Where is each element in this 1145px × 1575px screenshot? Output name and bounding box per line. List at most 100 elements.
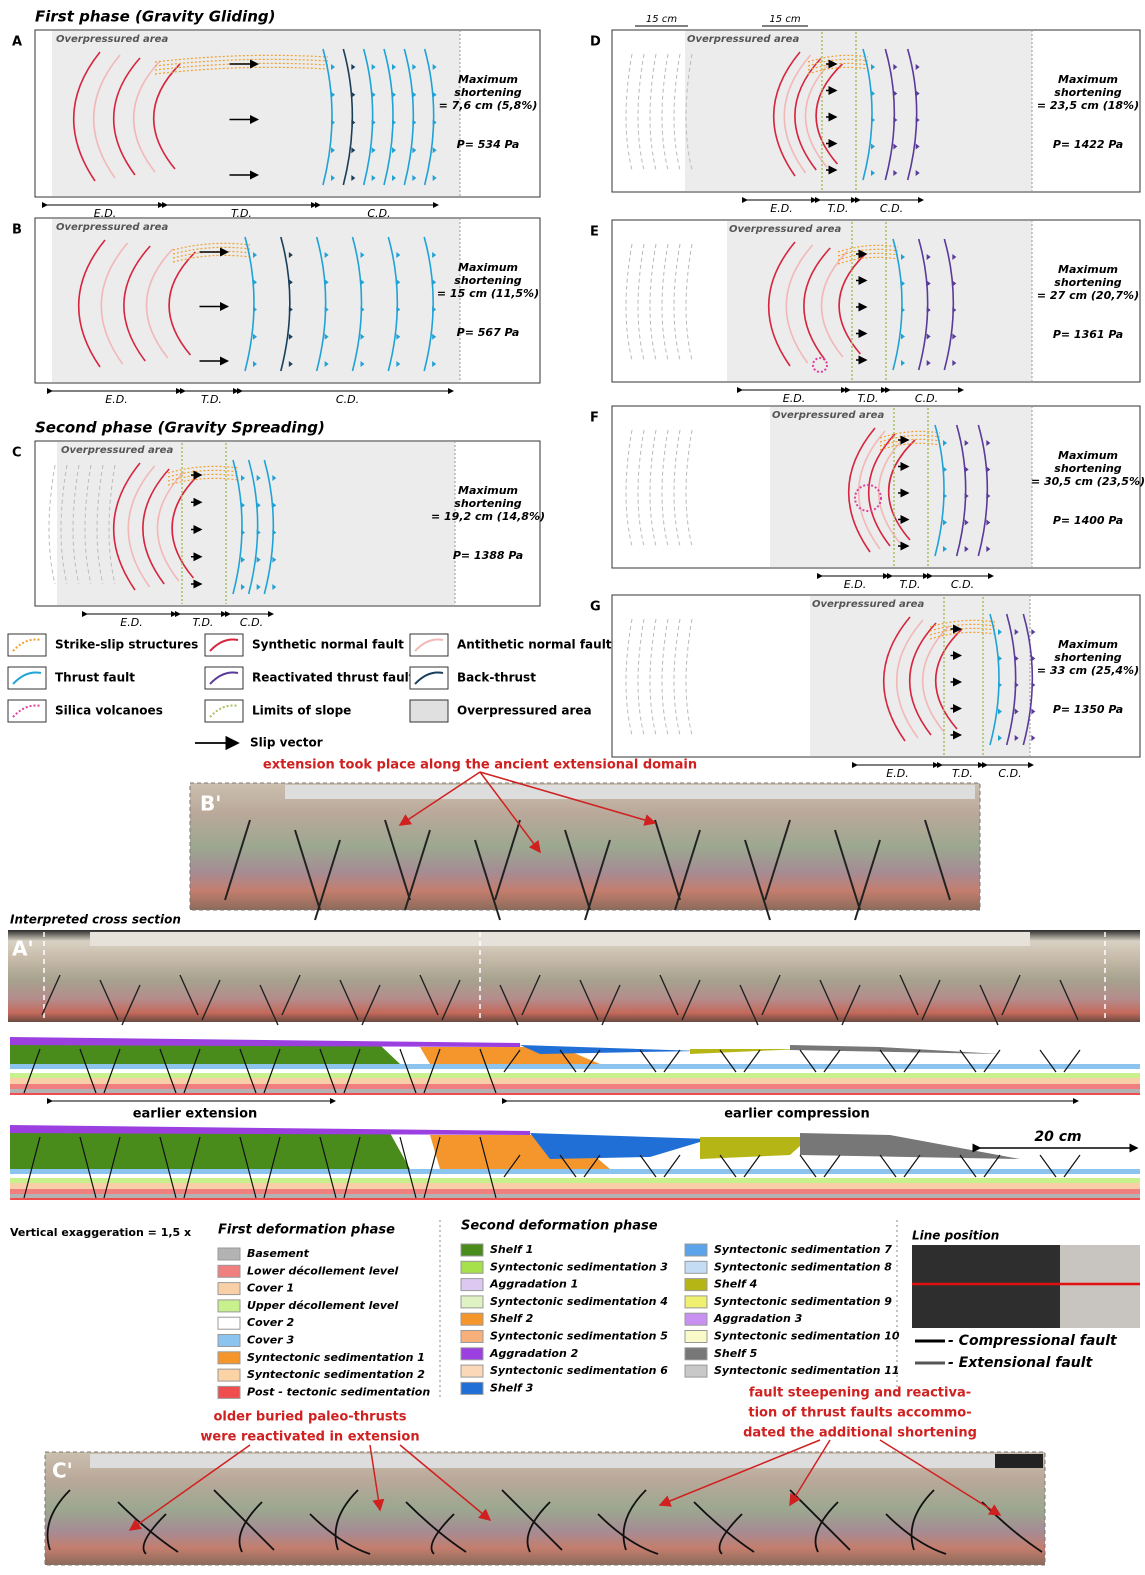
shelf-3 — [520, 1045, 700, 1054]
shortening-text: shortening — [1054, 462, 1122, 475]
legend-label: - Compressional fault — [948, 1333, 1118, 1349]
shelf-4 — [700, 1137, 810, 1159]
shortening-text: = 15 cm (11,5%) — [437, 287, 539, 300]
layer-swatch — [218, 1317, 240, 1329]
caption: Interpreted cross section — [10, 913, 181, 927]
location-map-light — [1060, 1245, 1140, 1328]
layer-swatch — [461, 1244, 483, 1256]
area-label: Overpressured area — [729, 224, 841, 235]
layer-label: Syntectonic sedimentation 11 — [714, 1364, 900, 1377]
pressure-text: P= 1361 Pa — [1053, 328, 1123, 341]
layer-label: Shelf 2 — [490, 1312, 534, 1325]
layer-swatch — [461, 1296, 483, 1308]
legend-swatch — [8, 700, 46, 722]
domain-label: T.D. — [952, 767, 973, 780]
figure: First phase (Gravity Gliding)Second phas… — [0, 0, 1145, 1571]
shelf-3 — [530, 1133, 710, 1159]
layer-swatch — [218, 1352, 240, 1364]
page: First phase (Gravity Gliding)Second phas… — [0, 0, 1145, 1571]
domain-label: E.D. — [844, 578, 866, 591]
legend-label: - Extensional fault — [948, 1355, 1094, 1371]
area-label: Overpressured area — [812, 599, 924, 610]
layer-swatch — [218, 1386, 240, 1398]
layer-band — [10, 1078, 1140, 1084]
domain-label: C.D. — [951, 578, 974, 591]
annotation: fault steepening and reactiva- — [749, 1386, 971, 1401]
layer-band — [10, 1189, 1140, 1194]
shortening-text: Maximum — [1058, 638, 1118, 651]
domain-label: E.D. — [120, 616, 142, 629]
layer-label: Syntectonic sedimentation 4 — [490, 1295, 668, 1308]
legend-label: Silica volcanoes — [55, 704, 163, 718]
shortening-text: Maximum — [458, 484, 518, 497]
phase-title: Second phase (Gravity Spreading) — [35, 419, 325, 437]
shelf-1 — [10, 1133, 410, 1169]
overpressured-area — [727, 221, 1032, 381]
layer-label: Shelf 1 — [490, 1243, 533, 1256]
shortening-text: Maximum — [1058, 73, 1118, 86]
shortening-text: shortening — [1054, 276, 1122, 289]
legend-title: Second deformation phase — [461, 1219, 658, 1234]
shortening-text: shortening — [454, 274, 522, 287]
shortening-text: Maximum — [458, 261, 518, 274]
layer-label: Upper décollement level — [247, 1299, 399, 1312]
shortening-text: = 23,5 cm (18%) — [1037, 99, 1139, 112]
layer-label: Syntectonic sedimentation 8 — [714, 1260, 892, 1273]
ruler-end — [995, 1454, 1043, 1468]
legend-swatch — [205, 634, 243, 656]
layer-band — [10, 1084, 1140, 1089]
layer-swatch — [461, 1331, 483, 1343]
pressure-text: P= 1350 Pa — [1053, 703, 1123, 716]
layer-swatch — [685, 1279, 707, 1291]
legend-swatch — [8, 667, 46, 689]
annotation: older buried paleo-thrusts — [213, 1410, 406, 1425]
pressure-text: P= 567 Pa — [457, 326, 520, 339]
layer-swatch — [461, 1365, 483, 1377]
layer-label: Aggradation 2 — [489, 1347, 579, 1360]
annotation: extension took place along the ancient e… — [263, 758, 697, 773]
layer-swatch — [685, 1313, 707, 1325]
legend-swatch — [205, 667, 243, 689]
pressure-text: P= 1388 Pa — [453, 549, 523, 562]
legend-title: First deformation phase — [218, 1223, 395, 1238]
shortening-text: Maximum — [1058, 263, 1118, 276]
overpressured-area — [685, 31, 1032, 191]
domain-label: C.D. — [880, 202, 903, 215]
panel-letter: B — [12, 223, 22, 238]
layer-swatch — [685, 1296, 707, 1308]
legend-swatch — [410, 667, 448, 689]
layer-label: Shelf 3 — [490, 1381, 534, 1394]
layer-label: Syntectonic sedimentation 7 — [714, 1243, 892, 1256]
domain-label: C.D. — [240, 616, 263, 629]
layer-swatch — [685, 1365, 707, 1377]
area-label: Overpressured area — [61, 445, 173, 456]
section-label: B' — [200, 792, 221, 816]
layer-label: Shelf 4 — [714, 1278, 757, 1291]
domain-label: E.D. — [770, 202, 792, 215]
shelf-5 — [790, 1045, 1000, 1054]
scale-label: 20 cm — [1034, 1129, 1081, 1145]
ruler — [90, 1454, 995, 1468]
layer-label: Shelf 5 — [714, 1347, 758, 1360]
layer-swatch — [461, 1348, 483, 1360]
area-label: Overpressured area — [56, 34, 168, 45]
layer-band — [10, 1183, 1140, 1189]
shortening-text: = 27 cm (20,7%) — [1037, 289, 1139, 302]
layer-swatch — [218, 1300, 240, 1312]
panel-letter: F — [590, 411, 599, 426]
layer-label: Syntectonic sedimentation 3 — [490, 1260, 668, 1273]
layer-label: Syntectonic sedimentation 9 — [714, 1295, 892, 1308]
layer-swatch — [218, 1369, 240, 1381]
domain-label: T.D. — [201, 393, 222, 406]
panel-letter: D — [590, 35, 601, 50]
annotation: tion of thrust faults accommo- — [748, 1406, 971, 1421]
layer-swatch — [461, 1261, 483, 1273]
pressure-text: P= 534 Pa — [457, 138, 520, 151]
overpressured-area — [770, 407, 1032, 567]
layer-label: Syntectonic sedimentation 10 — [714, 1330, 900, 1343]
legend-label: Thrust fault — [55, 671, 135, 685]
shelf-4 — [690, 1049, 800, 1054]
layer-swatch — [685, 1244, 707, 1256]
panel-letter: C — [12, 446, 22, 461]
legend-label: Strike-slip structures — [55, 638, 198, 652]
